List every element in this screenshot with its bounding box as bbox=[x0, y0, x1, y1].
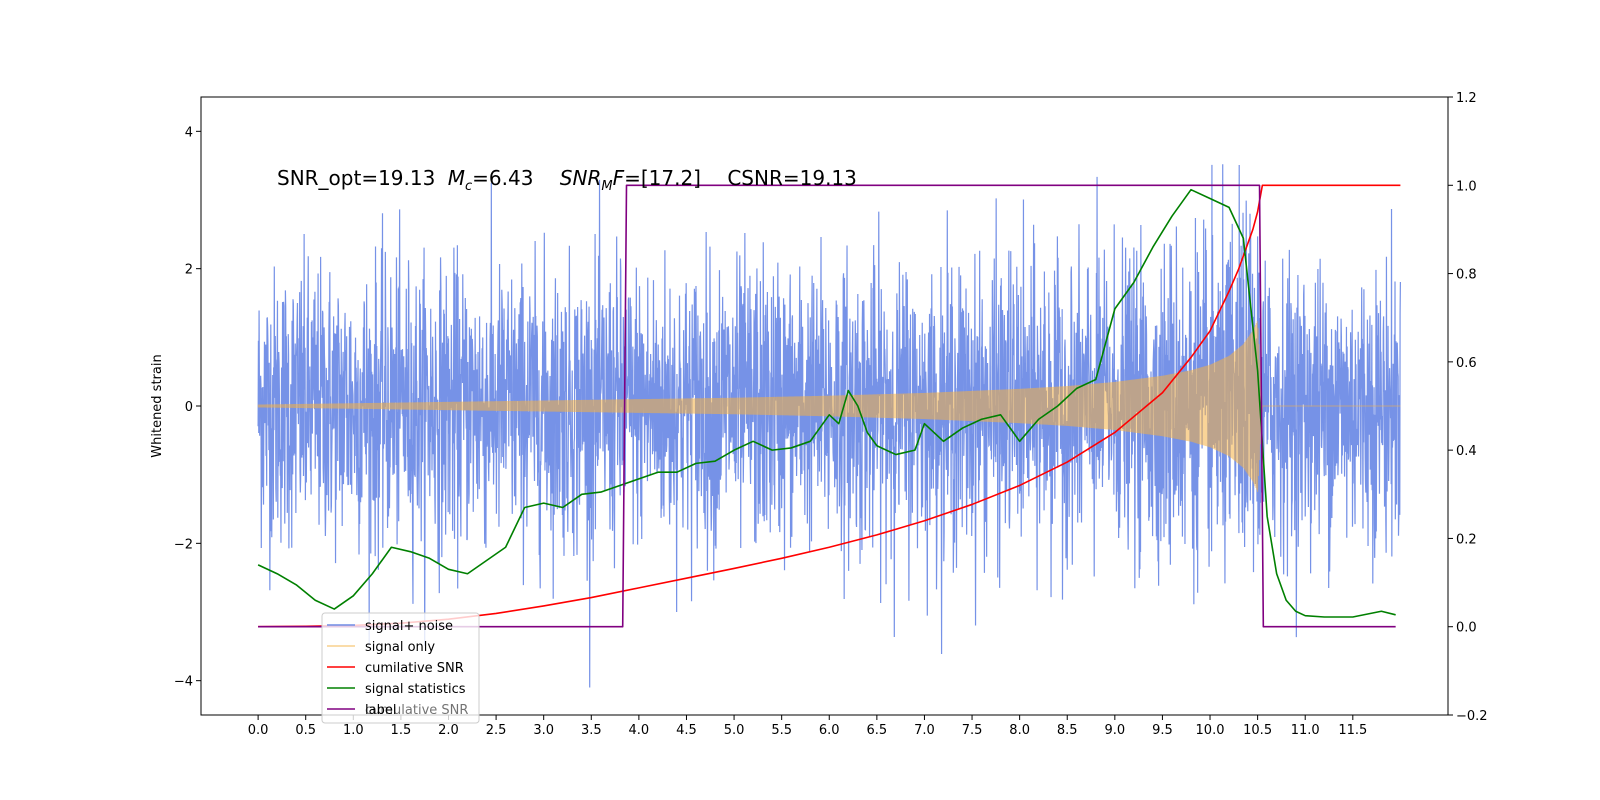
x-tick-label: 5.0 bbox=[724, 723, 745, 738]
y-axis-label: Whitened strain bbox=[150, 354, 165, 457]
x-tick-label: 8.0 bbox=[1009, 723, 1030, 738]
y-left-tick-label: −4 bbox=[174, 675, 193, 690]
legend-label: signal only bbox=[365, 640, 435, 655]
y-right-tick-label: 0.0 bbox=[1456, 621, 1477, 636]
annotation-mc-symbol: M bbox=[448, 166, 465, 190]
annotation-mc-value: =6.43 bbox=[472, 166, 533, 190]
x-tick-label: 1.0 bbox=[343, 723, 364, 738]
x-tick-label: 6.5 bbox=[867, 723, 888, 738]
y-left-tick-label: 2 bbox=[185, 263, 193, 278]
legend-label: label bbox=[365, 703, 396, 718]
x-tick-label: 9.0 bbox=[1104, 723, 1125, 738]
y-right-tick-label: 0.2 bbox=[1456, 532, 1477, 547]
x-tick-label: 5.5 bbox=[771, 723, 792, 738]
x-tick-label: 11.5 bbox=[1338, 723, 1367, 738]
x-tick-label: 1.5 bbox=[391, 723, 412, 738]
legend-label: signal+ noise bbox=[365, 619, 453, 634]
annotation-snrmf-symbol: SNR bbox=[560, 166, 602, 190]
legend-box bbox=[321, 612, 480, 724]
x-tick-label: 10.0 bbox=[1196, 723, 1225, 738]
x-axis: 0.0 0.5 1.0 1.5 2.0 2.5 3.0 3.5 4.0 4.5 5.0 5.5 6.0 6… bbox=[248, 715, 1367, 738]
y-axis-left: −4 −2 0 2 4 bbox=[174, 125, 201, 690]
x-tick-label: 7.0 bbox=[914, 723, 935, 738]
x-tick-label: 9.5 bbox=[1152, 723, 1173, 738]
annotation-snrmf-sub: M bbox=[601, 179, 612, 194]
y-right-tick-label: 0.8 bbox=[1456, 268, 1477, 283]
x-tick-label: 4.0 bbox=[629, 723, 650, 738]
y-right-tick-label: 1.2 bbox=[1456, 91, 1477, 106]
annotation-snrmf-letter: F bbox=[613, 166, 625, 190]
x-tick-label: 4.5 bbox=[676, 723, 697, 738]
legend-label: signal statistics bbox=[365, 682, 466, 697]
annotation-text: SNR_opt=19.13 Mc=6.43 SNRMF=[17.2] CSNR=… bbox=[277, 166, 857, 194]
y-left-tick-label: 0 bbox=[185, 400, 193, 415]
annotation-snr-opt: SNR_opt=19.13 bbox=[277, 166, 435, 190]
legend: cumulative SNR signal+ noise signal only c… bbox=[321, 612, 480, 724]
x-tick-label: 6.0 bbox=[819, 723, 840, 738]
series-cumulative-snr bbox=[258, 184, 1401, 628]
y-left-tick-label: −2 bbox=[174, 537, 193, 552]
x-tick-label: 7.5 bbox=[962, 723, 983, 738]
x-tick-label: 3.5 bbox=[581, 723, 602, 738]
y-right-tick-label: 1.0 bbox=[1456, 179, 1477, 194]
series-signal-only bbox=[257, 321, 1401, 492]
annotation-csnr: CSNR=19.13 bbox=[727, 166, 857, 190]
x-tick-label: 8.5 bbox=[1057, 723, 1078, 738]
signal-layer bbox=[257, 321, 1401, 492]
x-tick-label: 11.0 bbox=[1291, 723, 1320, 738]
series-layer bbox=[257, 184, 1401, 628]
x-tick-label: 0.5 bbox=[295, 723, 316, 738]
y-right-tick-label: 0.4 bbox=[1456, 444, 1477, 459]
x-tick-label: 10.5 bbox=[1243, 723, 1272, 738]
series-label bbox=[258, 184, 1396, 628]
x-tick-label: 2.5 bbox=[486, 723, 507, 738]
annotation-snrmf-value: =[17.2] bbox=[624, 166, 701, 190]
x-tick-label: 2.0 bbox=[438, 723, 459, 738]
y-right-tick-label: −0.2 bbox=[1456, 709, 1488, 724]
x-tick-label: 0.0 bbox=[248, 723, 269, 738]
annotation-mc-sub: c bbox=[465, 179, 472, 194]
x-tick-label: 3.0 bbox=[533, 723, 554, 738]
series-signal-statistics bbox=[257, 188, 1396, 618]
legend-ghost-text: cumulative SNR bbox=[365, 703, 468, 718]
y-right-tick-label: 0.6 bbox=[1456, 356, 1477, 371]
y-left-tick-label: 4 bbox=[185, 125, 193, 140]
legend-label: cumilative SNR bbox=[365, 661, 464, 676]
y-axis-right: −0.2 0.0 0.2 0.4 0.6 0.8 1.0 1.2 bbox=[1448, 91, 1488, 724]
